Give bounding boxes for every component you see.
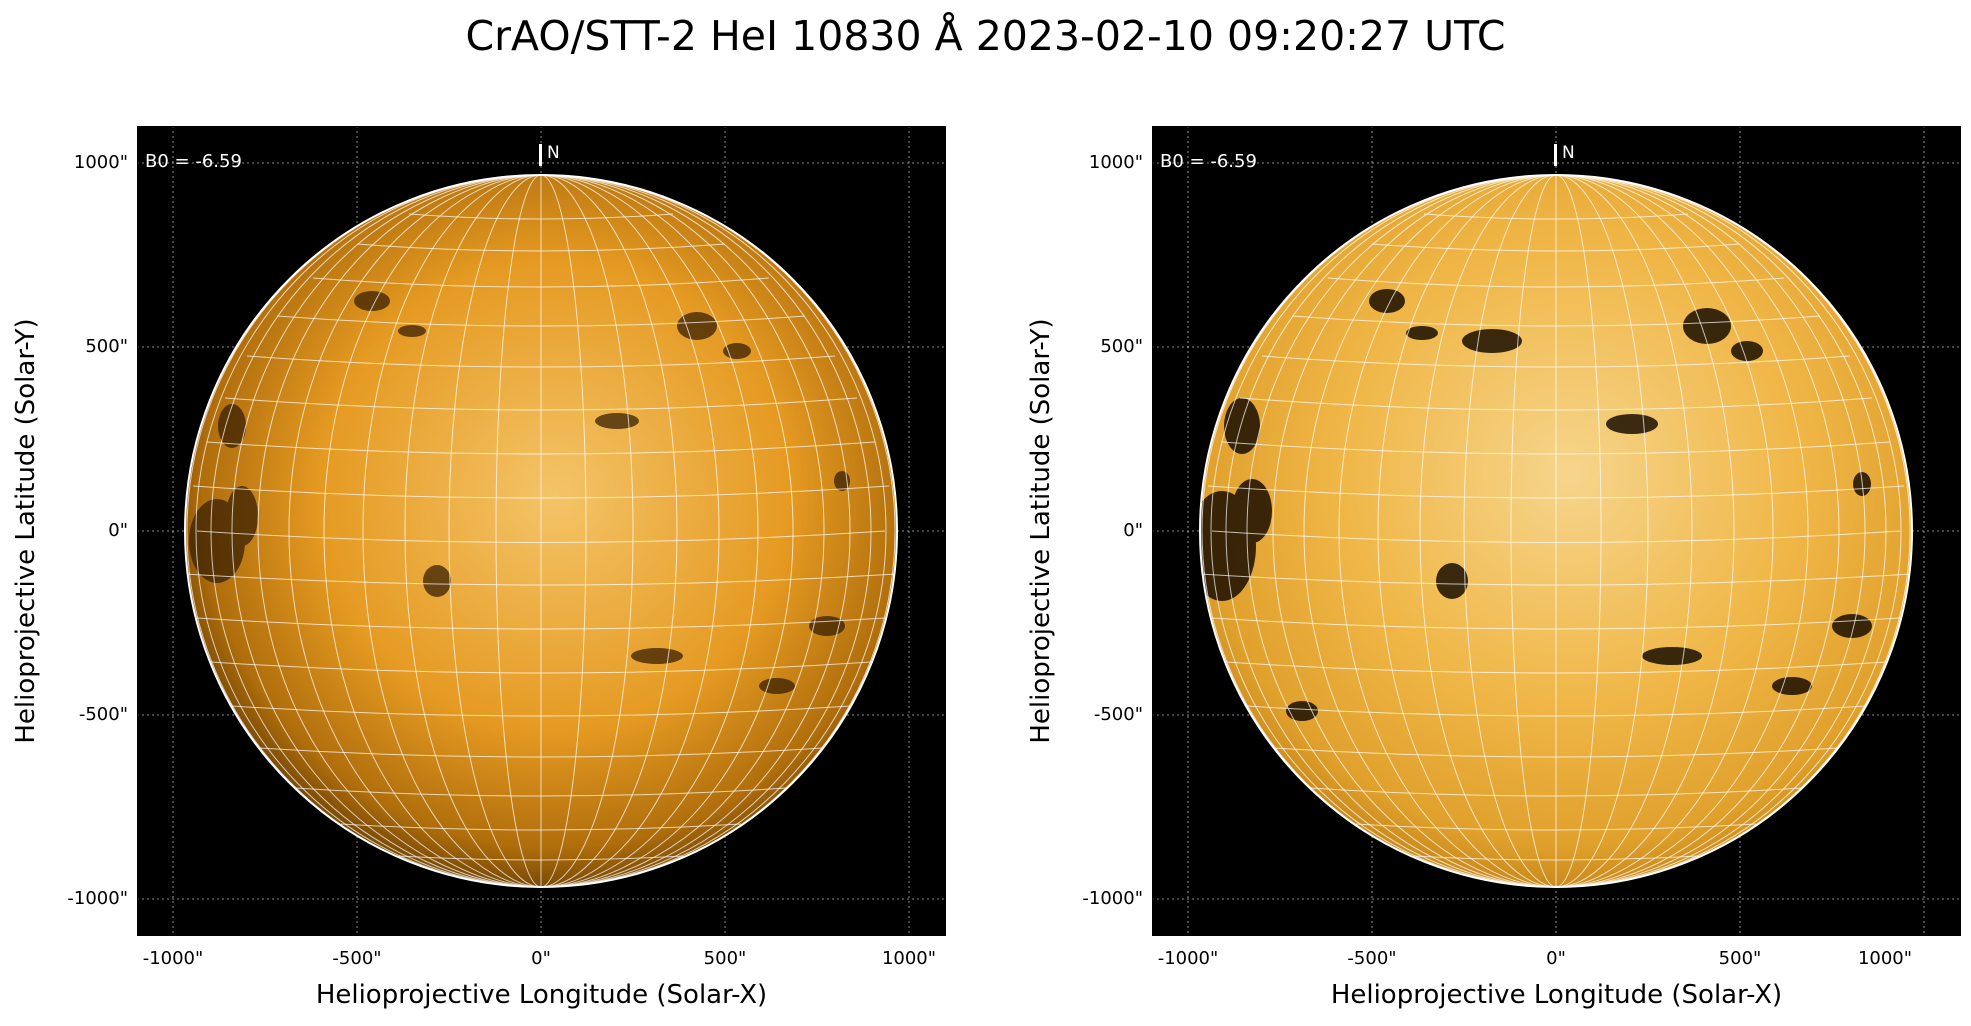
- north-label-left: N: [547, 143, 560, 163]
- y-tick-right-0: 1000": [1088, 152, 1143, 173]
- solar-disk-image-left: N B0 = -6.59: [137, 126, 946, 936]
- y-tick-left-1: 500": [85, 336, 128, 357]
- y-tick-right-3: -500": [1093, 704, 1143, 725]
- y-tick-left-2: 0": [108, 520, 128, 541]
- limb-circle-left: [184, 174, 898, 888]
- y-axis-label-right: Helioprojective Latitude (Solar-Y): [1026, 318, 1056, 744]
- x-tick-left-3: 500": [703, 948, 747, 969]
- figure-title: CrAO/STT-2 HeI 10830 Å 2023-02-10 09:20:…: [465, 12, 1506, 60]
- b0-label-left: B0 = -6.59: [145, 151, 242, 172]
- b0-label-right: B0 = -6.59: [1160, 151, 1257, 172]
- y-tick-right-2: 0": [1123, 520, 1143, 541]
- y-axis-label-left: Helioprojective Latitude (Solar-Y): [11, 318, 41, 744]
- solar-panel-left: N B0 = -6.59: [137, 126, 946, 936]
- solar-panel-right: N B0 = -6.59: [1152, 126, 1961, 936]
- x-tick-right-3: 500": [1718, 948, 1762, 969]
- y-tick-left-3: -500": [78, 704, 128, 725]
- y-tick-right-1: 500": [1100, 336, 1143, 357]
- solar-disk-image-right: N B0 = -6.59: [1152, 126, 1961, 936]
- north-marker-right: [1554, 144, 1557, 166]
- limb-circle-right: [1199, 174, 1913, 888]
- x-tick-right-4: 1000": [1857, 948, 1913, 969]
- x-tick-left-1: -500": [332, 948, 382, 969]
- x-tick-left-2: 0": [531, 948, 551, 969]
- x-tick-right-2: 0": [1546, 948, 1566, 969]
- heliographic-grid-left: [185, 175, 897, 887]
- y-tick-left-4: -1000": [67, 888, 128, 909]
- north-label-right: N: [1562, 143, 1575, 163]
- x-axis-label-left: Helioprojective Longitude (Solar-X): [315, 980, 768, 1010]
- x-tick-right-1: -500": [1347, 948, 1397, 969]
- y-tick-right-4: -1000": [1082, 888, 1143, 909]
- x-tick-left-4: 1000": [881, 948, 937, 969]
- x-tick-left-0: -1000": [142, 948, 204, 969]
- heliographic-grid-right: [1200, 175, 1912, 887]
- x-tick-right-0: -1000": [1157, 948, 1219, 969]
- y-tick-left-0: 1000": [73, 152, 128, 173]
- north-marker-left: [539, 144, 542, 166]
- x-axis-label-right: Helioprojective Longitude (Solar-X): [1330, 980, 1783, 1010]
- dark-filaments-right: [1200, 289, 1872, 721]
- dark-filaments-left: [189, 291, 850, 694]
